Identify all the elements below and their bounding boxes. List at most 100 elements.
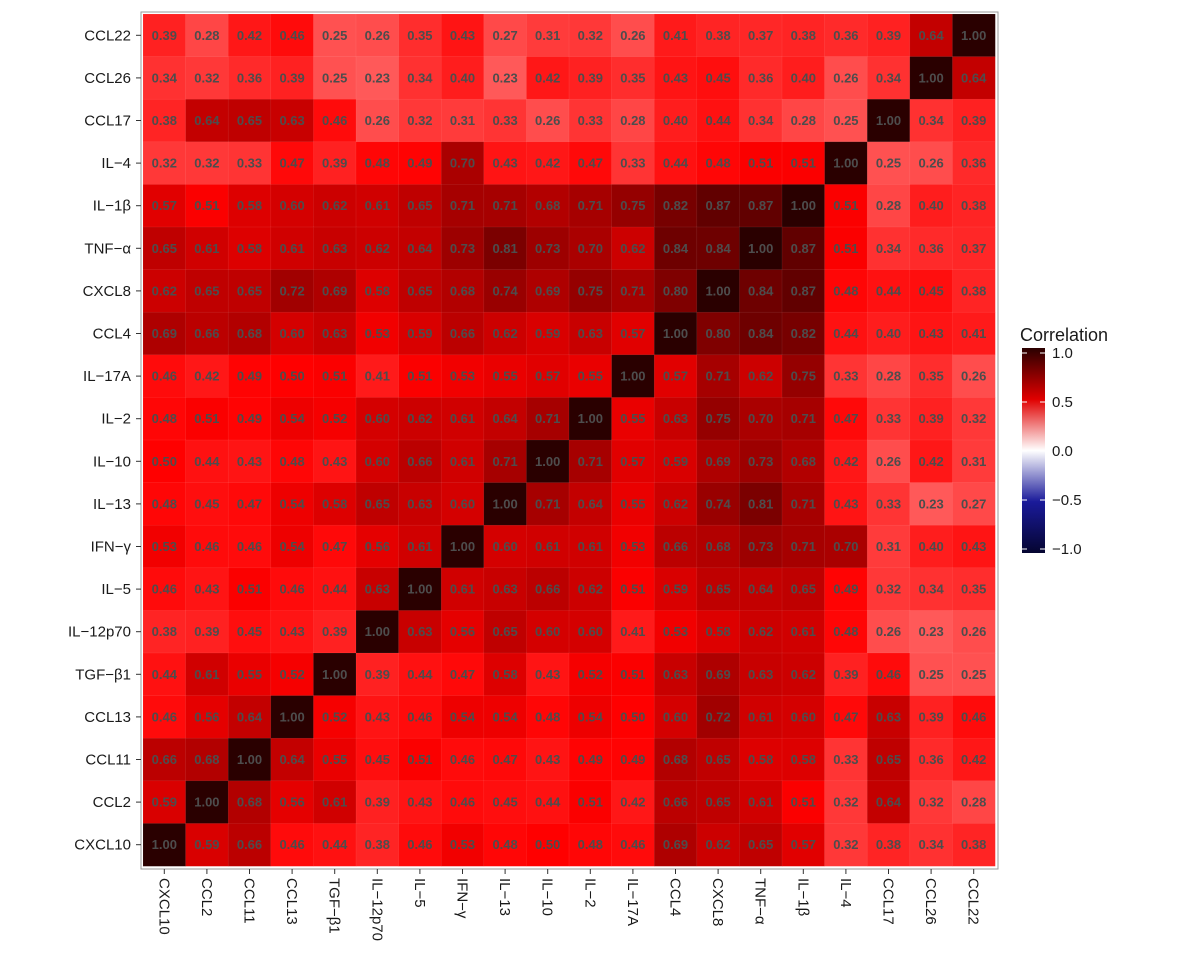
cell-value-label: 0.62	[748, 369, 773, 384]
heatmap-cell	[483, 780, 527, 824]
cell-value-label: 0.34	[918, 582, 944, 597]
cell-value-label: 0.48	[365, 156, 390, 171]
cell-value-label: 0.44	[407, 667, 433, 682]
cell-value-label: 0.23	[492, 70, 517, 85]
heatmap-cell	[526, 56, 570, 100]
heatmap-cell	[952, 184, 996, 228]
cell-value-label: 0.68	[791, 454, 816, 469]
heatmap-cell	[952, 737, 996, 782]
cell-value-label: 0.62	[365, 241, 390, 256]
heatmap-cell	[653, 695, 698, 739]
cell-value-label: 0.43	[833, 496, 858, 511]
heatmap-cell	[739, 98, 783, 143]
cell-value-label: 0.82	[791, 326, 816, 341]
heatmap-cell	[313, 269, 357, 313]
heatmap-cell	[653, 737, 698, 782]
heatmap-cell	[440, 823, 485, 867]
cell-value-label: 0.65	[791, 582, 816, 597]
heatmap-cell	[270, 98, 314, 143]
heatmap-cell	[398, 567, 442, 611]
heatmap-cell	[227, 13, 272, 58]
heatmap-cell	[909, 780, 953, 824]
heatmap-cell	[227, 567, 272, 611]
cell-value-label: 0.23	[365, 70, 390, 85]
cell-value-label: 0.51	[194, 411, 219, 426]
cell-value-label: 0.51	[791, 156, 816, 171]
heatmap-cell	[909, 567, 953, 611]
x-tick-label: IL−5	[411, 878, 428, 908]
cell-value-label: 0.63	[492, 582, 517, 597]
cell-value-label: 0.65	[237, 113, 262, 128]
cell-value-label: 0.46	[322, 113, 347, 128]
heatmap-cell	[952, 397, 996, 441]
cell-value-label: 1.00	[535, 454, 560, 469]
cell-value-label: 0.56	[194, 709, 219, 724]
cell-value-label: 1.00	[620, 369, 645, 384]
heatmap-cell	[270, 524, 314, 569]
heatmap-cell	[866, 13, 911, 58]
heatmap-cell	[185, 13, 229, 58]
heatmap-cell	[270, 311, 314, 356]
heatmap-cell	[739, 184, 783, 228]
cell-value-label: 0.44	[322, 582, 348, 597]
heatmap-cell	[185, 397, 229, 441]
heatmap-cell	[483, 269, 527, 313]
cell-value-label: 0.31	[961, 454, 986, 469]
cell-value-label: 0.35	[407, 28, 432, 43]
heatmap-cell	[355, 439, 400, 484]
heatmap-cell	[824, 141, 868, 185]
cell-value-label: 0.63	[578, 326, 603, 341]
heatmap-cell	[909, 524, 953, 569]
cell-value-label: 0.55	[620, 496, 645, 511]
cell-value-label: 0.38	[961, 283, 986, 298]
cell-value-label: 0.40	[791, 70, 816, 85]
y-tick-label: IL−10	[93, 453, 131, 470]
cell-value-label: 0.71	[791, 411, 816, 426]
cell-value-label: 0.59	[152, 795, 177, 810]
heatmap-cell	[270, 269, 314, 313]
cell-value-label: 0.40	[450, 70, 475, 85]
cell-value-label: 0.68	[663, 752, 688, 767]
heatmap-cell	[781, 397, 826, 441]
cell-value-label: 1.00	[492, 496, 517, 511]
heatmap-cell	[526, 823, 570, 867]
cell-value-label: 0.71	[492, 198, 517, 213]
heatmap-cell	[739, 311, 783, 356]
heatmap-cell	[483, 652, 527, 697]
cell-value-label: 0.49	[620, 752, 645, 767]
heatmap-cell	[781, 610, 826, 654]
cell-value-label: 0.68	[450, 283, 475, 298]
cell-value-label: 0.42	[535, 70, 560, 85]
cell-value-label: 0.34	[876, 70, 902, 85]
heatmap-cell	[185, 823, 229, 867]
heatmap-cell	[185, 56, 229, 100]
heatmap-cell	[952, 311, 996, 356]
cell-value-label: 0.36	[961, 156, 986, 171]
heatmap-cell	[355, 823, 400, 867]
heatmap-cell	[824, 269, 868, 313]
cell-value-label: 0.23	[918, 496, 943, 511]
heatmap-cell	[696, 652, 740, 697]
cell-value-label: 0.39	[833, 667, 858, 682]
heatmap-cell	[185, 226, 229, 271]
heatmap-cell	[526, 397, 570, 441]
heatmap-cell	[824, 652, 868, 697]
cell-value-label: 0.68	[194, 752, 219, 767]
cell-value-label: 0.81	[492, 241, 517, 256]
cell-value-label: 0.60	[279, 198, 304, 213]
cell-value-label: 0.32	[194, 156, 219, 171]
cell-value-label: 0.71	[535, 411, 560, 426]
cell-value-label: 0.32	[578, 28, 603, 43]
heatmap-cell	[440, 737, 485, 782]
cell-value-label: 0.58	[492, 667, 517, 682]
y-tick-label: IL−5	[101, 581, 131, 598]
cell-value-label: 0.75	[578, 283, 603, 298]
heatmap-cell	[355, 737, 400, 782]
heatmap-cell	[185, 184, 229, 228]
heatmap-cell	[866, 482, 911, 526]
heatmap-cell	[739, 397, 783, 441]
heatmap-cell	[270, 823, 314, 867]
cell-value-label: 0.26	[620, 28, 645, 43]
cell-value-label: 0.62	[152, 283, 177, 298]
heatmap-cell	[526, 695, 570, 739]
